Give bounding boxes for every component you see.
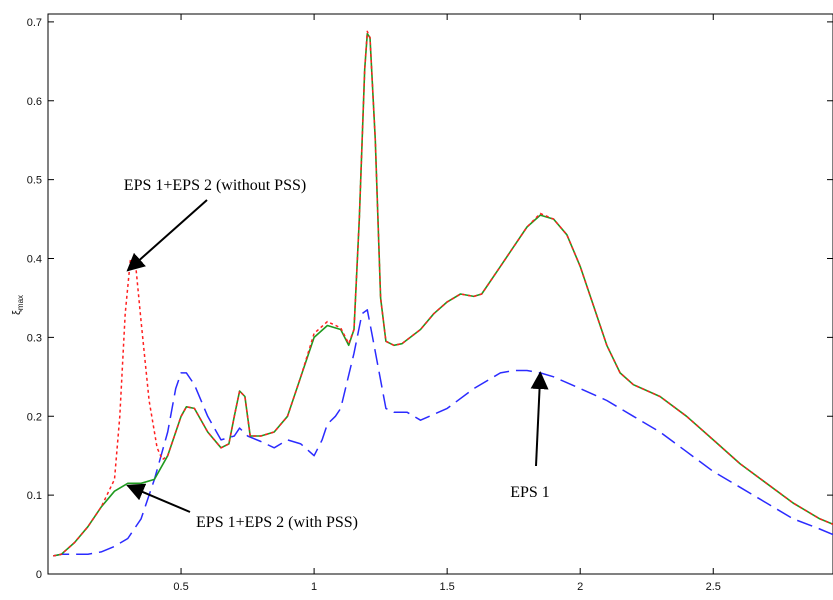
x-tick-label: 1.5 <box>440 581 455 593</box>
ticks-group: 0 0.1 0.2 0.3 0.4 0.5 0.6 0.7 0.5 1 1.5 2 2.5 <box>27 14 833 593</box>
y-tick-label: 0.4 <box>27 254 42 266</box>
arrows-group <box>126 199 549 513</box>
x-tick-label: 2.5 <box>706 581 721 593</box>
y-tick-label: 0 <box>36 569 42 581</box>
y-axis-label-main: ξ <box>11 310 23 315</box>
labels-group: EPS 1+EPS 2 (without PSS) EPS 1+EPS 2 (wi… <box>124 177 550 531</box>
annotation-arrow <box>530 371 549 467</box>
annotation-arrow <box>126 483 191 513</box>
series-group <box>53 30 833 557</box>
series-line-2 <box>53 30 833 557</box>
annotation-label: EPS 1 <box>510 484 550 501</box>
series-line-0 <box>53 309 833 557</box>
y-tick-label: 0.5 <box>27 175 42 187</box>
y-tick-label: 0.2 <box>27 411 42 423</box>
y-tick-label: 0.3 <box>27 332 42 344</box>
y-tick-label: 0.1 <box>27 490 42 502</box>
plot-area <box>47 13 833 575</box>
y-axis-label: ξmax <box>11 295 25 315</box>
y-tick-label: 0.6 <box>27 96 42 108</box>
y-axis-label-sub: max <box>16 295 25 310</box>
annotation-arrow <box>126 199 208 272</box>
y-tick-label: 0.7 <box>27 17 42 29</box>
x-tick-label: 2 <box>577 581 583 593</box>
x-tick-label: 1 <box>311 581 317 593</box>
annotation-label: EPS 1+EPS 2 (without PSS) <box>124 177 306 194</box>
annotation-label: EPS 1+EPS 2 (with PSS) <box>196 514 358 531</box>
x-tick-label: 0.5 <box>173 581 188 593</box>
